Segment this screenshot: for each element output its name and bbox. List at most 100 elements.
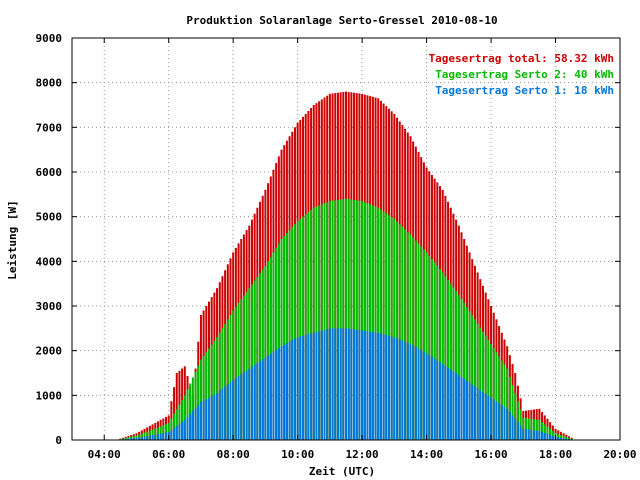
bar xyxy=(328,201,331,440)
legend-entry: Tagesertrag total: 58.32 kWh xyxy=(429,52,614,65)
bar xyxy=(417,243,420,440)
bar xyxy=(221,328,224,440)
bar xyxy=(524,418,527,440)
bar xyxy=(315,332,318,440)
x-tick-label: 18:00 xyxy=(539,448,572,461)
bar xyxy=(412,345,415,440)
bar xyxy=(146,431,149,440)
bar xyxy=(277,243,280,440)
bar xyxy=(175,425,178,440)
y-tick-label: 8000 xyxy=(36,77,63,90)
bar xyxy=(269,256,272,440)
bar xyxy=(425,252,428,440)
bar xyxy=(302,216,305,440)
bar xyxy=(170,418,173,440)
bar xyxy=(562,435,565,440)
bar xyxy=(533,430,536,440)
bar xyxy=(506,408,509,440)
bar xyxy=(288,230,291,440)
bar xyxy=(173,413,176,440)
bar xyxy=(127,438,130,440)
bar xyxy=(476,388,479,440)
bar xyxy=(500,405,503,440)
bar xyxy=(130,438,133,440)
bar xyxy=(345,198,347,440)
y-tick-label: 9000 xyxy=(36,32,63,45)
bar xyxy=(436,360,439,440)
bar xyxy=(307,212,310,440)
bar xyxy=(310,209,313,440)
bar xyxy=(312,332,315,440)
bar xyxy=(457,294,460,440)
bar xyxy=(398,339,401,440)
bar xyxy=(339,199,342,440)
bar xyxy=(369,331,372,440)
bar xyxy=(506,368,509,440)
bar xyxy=(468,382,471,440)
bar xyxy=(546,433,549,440)
bar xyxy=(216,337,219,440)
bar xyxy=(363,330,366,440)
bar xyxy=(331,200,334,440)
bar xyxy=(154,428,157,440)
bar xyxy=(476,323,479,440)
bar xyxy=(162,425,165,440)
bar xyxy=(170,429,173,440)
bar xyxy=(237,303,240,440)
bar xyxy=(261,269,264,440)
bar xyxy=(189,383,192,440)
bar xyxy=(140,436,143,440)
bar xyxy=(401,340,404,440)
bar xyxy=(449,283,452,440)
bar xyxy=(565,438,568,440)
bar xyxy=(549,434,552,440)
bar xyxy=(369,204,372,440)
bar xyxy=(165,424,168,440)
bar xyxy=(436,265,439,440)
bar xyxy=(159,433,162,440)
bar xyxy=(452,371,455,440)
bar xyxy=(216,393,219,440)
bar xyxy=(363,202,366,440)
bar xyxy=(132,438,135,440)
bar xyxy=(417,348,420,440)
bar xyxy=(374,206,377,440)
bar xyxy=(140,433,143,440)
bar xyxy=(557,437,560,440)
bar xyxy=(285,343,288,440)
bar xyxy=(296,337,299,440)
bar xyxy=(441,272,444,440)
bar xyxy=(221,388,224,440)
bar xyxy=(511,384,514,440)
bar xyxy=(205,352,208,440)
x-tick-label: 10:00 xyxy=(281,448,314,461)
bar xyxy=(272,351,275,440)
bar xyxy=(194,407,197,440)
bar xyxy=(202,355,205,440)
bar xyxy=(567,437,570,440)
bar xyxy=(189,413,192,440)
bar xyxy=(390,336,393,440)
series-2 xyxy=(119,328,573,440)
bar xyxy=(404,229,407,440)
bar xyxy=(514,418,517,440)
bar xyxy=(422,249,425,440)
legend: Tagesertrag total: 58.32 kWh Tagesertrag … xyxy=(429,52,614,97)
bar xyxy=(570,438,573,440)
bar xyxy=(414,346,417,440)
bar xyxy=(186,389,189,440)
bar xyxy=(293,224,296,440)
bar xyxy=(269,353,272,440)
bar xyxy=(511,415,514,440)
y-tick-label: 4000 xyxy=(36,255,63,268)
bar xyxy=(229,314,232,440)
bar xyxy=(430,356,433,440)
bar xyxy=(535,419,538,440)
bar xyxy=(226,319,229,440)
bar xyxy=(275,247,278,440)
bar xyxy=(519,425,522,440)
bar xyxy=(562,438,565,440)
bar xyxy=(208,397,210,440)
bar xyxy=(522,428,525,440)
bar xyxy=(183,419,186,440)
